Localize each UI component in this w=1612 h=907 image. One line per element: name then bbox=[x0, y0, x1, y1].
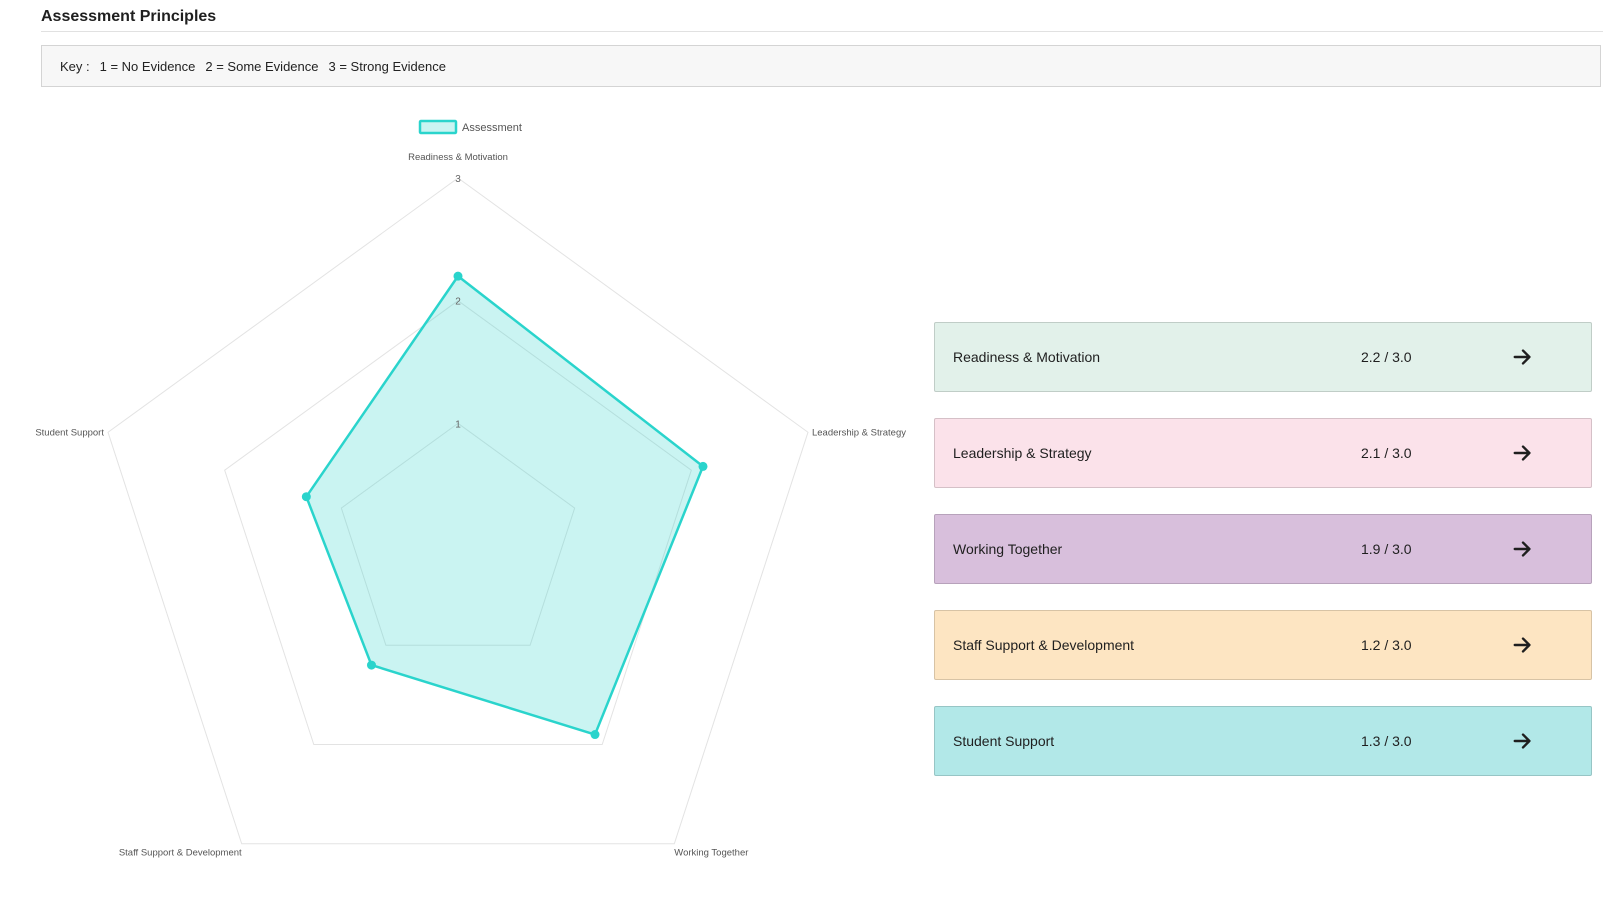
card-label: Leadership & Strategy bbox=[953, 445, 1092, 461]
radar-chart-svg: 1 2 3 Readiness & Motivation Leadership & St… bbox=[35, 119, 906, 859]
arrow-right-icon[interactable] bbox=[1512, 538, 1534, 560]
tick-label: 2 bbox=[455, 297, 461, 308]
arrow-right-icon[interactable] bbox=[1512, 730, 1534, 752]
axis-label: Readiness & Motivation bbox=[408, 152, 508, 163]
key-item-3: 3 = Strong Evidence bbox=[328, 58, 446, 74]
key-prefix: Key : bbox=[60, 58, 90, 74]
data-point bbox=[698, 461, 708, 471]
card-score: 2.2 / 3.0 bbox=[1361, 349, 1412, 365]
card-label: Working Together bbox=[953, 541, 1063, 557]
card-label: Readiness & Motivation bbox=[953, 349, 1101, 365]
evidence-key: Key : 1 = No Evidence 2 = Some Evidence … bbox=[41, 45, 1601, 87]
data-point bbox=[590, 730, 600, 740]
series-area bbox=[305, 274, 705, 736]
arrow-right-icon[interactable] bbox=[1512, 634, 1534, 656]
principle-card-student-support[interactable]: Student Support 1.3 / 3.0 bbox=[934, 706, 1592, 776]
arrow-right-icon[interactable] bbox=[1512, 346, 1534, 368]
key-item-2: 2 = Some Evidence bbox=[205, 58, 319, 74]
card-score: 1.3 / 3.0 bbox=[1361, 733, 1412, 749]
grid-ring bbox=[107, 177, 809, 845]
data-point bbox=[301, 492, 311, 502]
radar-chart: 1 2 3 Readiness & Motivation Leadership & St… bbox=[0, 100, 920, 900]
principle-card-readiness-motivation[interactable]: Readiness & Motivation 2.2 / 3.0 bbox=[934, 322, 1592, 392]
card-score: 1.9 / 3.0 bbox=[1361, 541, 1412, 557]
tick-label: 1 bbox=[455, 419, 461, 430]
card-label: Staff Support & Development bbox=[953, 637, 1135, 653]
legend-label: Assessment bbox=[462, 122, 522, 134]
card-score: 2.1 / 3.0 bbox=[1361, 445, 1412, 461]
axis-label: Working Together bbox=[674, 848, 748, 859]
principle-card-working-together[interactable]: Working Together 1.9 / 3.0 bbox=[934, 514, 1592, 584]
grid-ring bbox=[340, 422, 576, 646]
data-point bbox=[366, 660, 376, 670]
key-item-1: 1 = No Evidence bbox=[99, 58, 196, 74]
grid-ring bbox=[224, 300, 692, 745]
tick-label: 3 bbox=[455, 174, 461, 185]
axis-label: Staff Support & Development bbox=[119, 848, 242, 859]
card-score: 1.2 / 3.0 bbox=[1361, 637, 1412, 653]
legend-swatch bbox=[418, 119, 458, 135]
card-label: Student Support bbox=[953, 733, 1055, 749]
principle-card-leadership-strategy[interactable]: Leadership & Strategy 2.1 / 3.0 bbox=[934, 418, 1592, 488]
title-divider bbox=[41, 31, 1603, 32]
axis-label: Student Support bbox=[35, 427, 104, 438]
principle-cards: Readiness & Motivation 2.2 / 3.0 Leaders… bbox=[934, 322, 1592, 802]
data-point bbox=[453, 271, 463, 281]
principle-card-staff-support-development[interactable]: Staff Support & Development 1.2 / 3.0 bbox=[934, 610, 1592, 680]
arrow-right-icon[interactable] bbox=[1512, 442, 1534, 464]
page-title: Assessment Principles bbox=[41, 8, 217, 25]
axis-label: Leadership & Strategy bbox=[812, 427, 906, 438]
